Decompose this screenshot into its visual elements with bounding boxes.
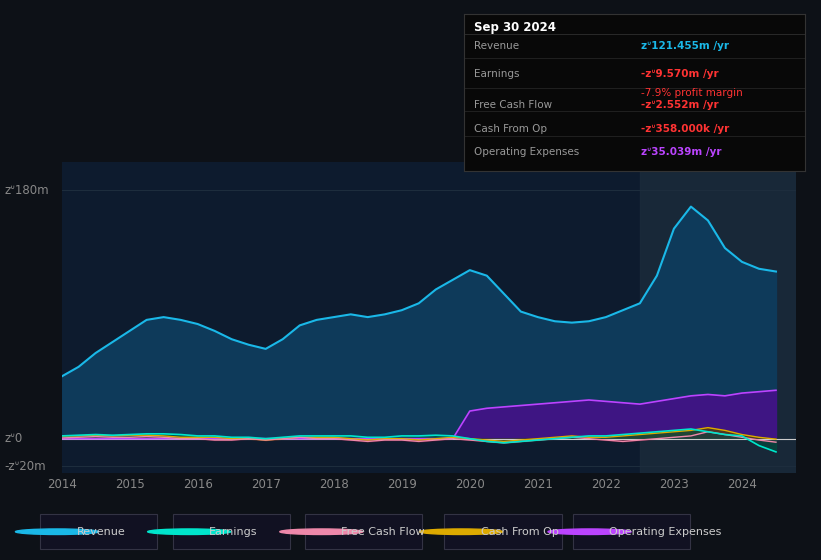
Text: -zᐡ358.000k /yr: -zᐡ358.000k /yr: [641, 124, 729, 134]
Circle shape: [148, 529, 231, 534]
Text: Earnings: Earnings: [209, 527, 257, 536]
FancyBboxPatch shape: [444, 514, 562, 549]
Text: Free Cash Flow: Free Cash Flow: [474, 100, 553, 110]
Text: -zᐡ20m: -zᐡ20m: [4, 460, 46, 473]
FancyBboxPatch shape: [305, 514, 422, 549]
Text: zᐡ121.455m /yr: zᐡ121.455m /yr: [641, 41, 729, 50]
Text: zᐡ0: zᐡ0: [4, 432, 22, 445]
Text: -zᐡ9.570m /yr: -zᐡ9.570m /yr: [641, 69, 718, 79]
Text: Earnings: Earnings: [474, 69, 520, 79]
Text: Revenue: Revenue: [76, 527, 126, 536]
Text: zᐡ35.039m /yr: zᐡ35.039m /yr: [641, 147, 722, 157]
Text: Operating Expenses: Operating Expenses: [609, 527, 722, 536]
Bar: [640, 162, 810, 473]
Text: -7.9% profit margin: -7.9% profit margin: [641, 88, 743, 97]
Text: zᐡ180m: zᐡ180m: [4, 184, 48, 197]
FancyBboxPatch shape: [40, 514, 158, 549]
Text: Cash From Op: Cash From Op: [474, 124, 547, 134]
Text: Revenue: Revenue: [474, 41, 519, 50]
Text: Operating Expenses: Operating Expenses: [474, 147, 580, 157]
Circle shape: [420, 529, 502, 534]
Circle shape: [280, 529, 363, 534]
Text: Free Cash Flow: Free Cash Flow: [341, 527, 424, 536]
Text: -zᐡ2.552m /yr: -zᐡ2.552m /yr: [641, 100, 718, 110]
Text: Sep 30 2024: Sep 30 2024: [474, 21, 556, 34]
Circle shape: [548, 529, 631, 534]
Text: Cash From Op: Cash From Op: [481, 527, 558, 536]
FancyBboxPatch shape: [573, 514, 690, 549]
Circle shape: [16, 529, 99, 534]
FancyBboxPatch shape: [172, 514, 290, 549]
